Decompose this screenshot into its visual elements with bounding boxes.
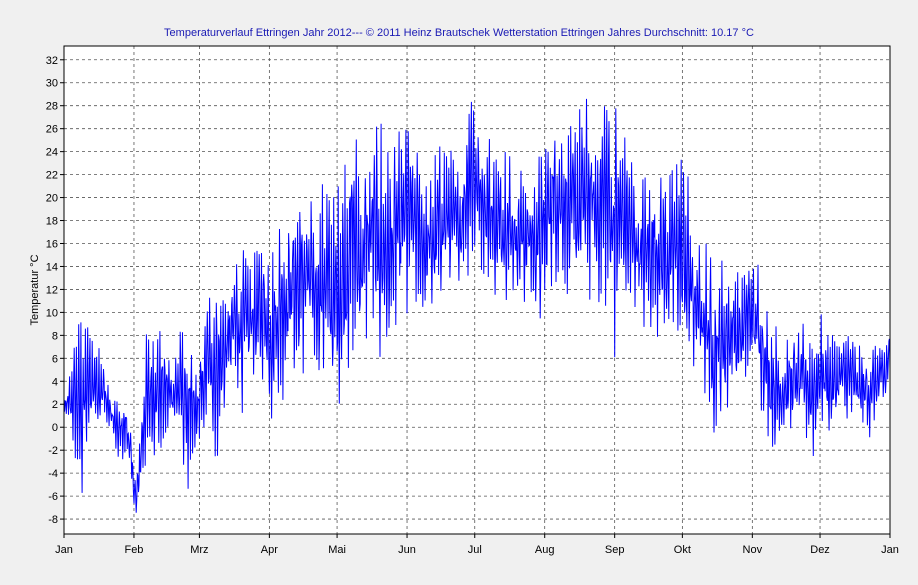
y-axis-label: Temperatur °C (29, 254, 41, 325)
y-tick-label: 16 (46, 238, 58, 250)
y-tick-label: 26 (46, 124, 58, 136)
plot-border (63, 45, 891, 535)
y-tick-label: -2 (48, 445, 58, 457)
x-axis: Jan Feb Mrz Apr Mai Jun Jul Aug Sep Okt Nov Dez Jan (55, 534, 899, 556)
x-tick-label: Jul (468, 544, 482, 556)
x-tick-label: Mrz (190, 544, 208, 556)
y-tick-label: 24 (46, 147, 58, 159)
y-tick-label: 10 (46, 307, 58, 319)
x-tick-label: Aug (535, 544, 555, 556)
y-tick-label: 4 (52, 376, 58, 388)
x-tick-label: Nov (743, 544, 763, 556)
y-tick-label: 28 (46, 101, 58, 113)
temperature-series (63, 98, 891, 513)
y-tick-label: -4 (48, 468, 58, 480)
x-tick-label: Apr (261, 544, 278, 556)
x-tick-label: Mai (328, 544, 346, 556)
x-tick-label: Feb (124, 544, 143, 556)
x-tick-label: Jan (881, 544, 899, 556)
y-tick-label: -6 (48, 491, 58, 503)
y-tick-label: 12 (46, 284, 58, 296)
x-tick-label: Jan (55, 544, 73, 556)
y-tick-label: -8 (48, 514, 58, 526)
y-tick-label: 8 (52, 330, 58, 342)
y-tick-label: 14 (46, 261, 58, 273)
y-tick-label: 32 (46, 55, 58, 67)
plot-area (64, 46, 890, 534)
y-tick-label: 18 (46, 216, 58, 228)
x-tick-label: Dez (810, 544, 830, 556)
y-tick-label: 22 (46, 170, 58, 182)
y-tick-label: 0 (52, 422, 58, 434)
y-tick-label: 6 (52, 353, 58, 365)
x-tick-label: Okt (674, 544, 691, 556)
x-tick-label: Jun (398, 544, 416, 556)
y-tick-label: 20 (46, 193, 58, 205)
x-tick-label: Sep (605, 544, 625, 556)
chart-title: Temperaturverlauf Ettringen Jahr 2012---… (164, 27, 754, 39)
y-tick-label: 2 (52, 399, 58, 411)
y-tick-label: 30 (46, 78, 58, 90)
temperature-line (63, 98, 891, 513)
